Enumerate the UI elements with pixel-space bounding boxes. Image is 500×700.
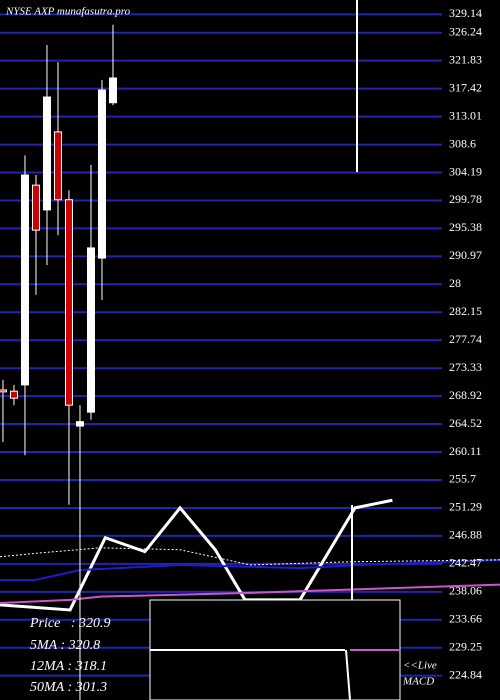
info-label: 12MA : 318.1 (30, 659, 107, 674)
y-tick-label: 282.15 (449, 304, 482, 318)
candle-body (108, 77, 117, 104)
y-tick-label: 290.97 (449, 248, 482, 262)
y-tick-label: 326.24 (449, 24, 482, 38)
chart-title: NYSE AXP munafasutra.pro (5, 6, 131, 18)
y-tick-label: 260.11 (449, 444, 482, 458)
y-tick-label: 238.06 (449, 584, 482, 598)
y-tick-label: 242.47 (449, 556, 482, 570)
y-tick-label: 317.42 (449, 80, 482, 94)
candle-body (64, 199, 73, 406)
y-tick-label: 299.78 (449, 192, 482, 206)
y-tick-label: 321.83 (449, 52, 482, 66)
candle-body (0, 389, 7, 393)
candle-body (86, 247, 95, 413)
y-tick-label: 268.92 (449, 388, 482, 402)
y-tick-label: 313.01 (449, 108, 482, 122)
candle-body (42, 96, 51, 211)
y-tick-label: 308.6 (449, 136, 476, 150)
y-tick-label: 277.74 (449, 332, 482, 346)
indicator-line (0, 547, 500, 566)
y-tick-label: 233.66 (449, 611, 482, 625)
indicator-line (0, 583, 500, 604)
y-tick-label: 246.88 (449, 528, 482, 542)
y-tick-label: 28 (449, 276, 461, 290)
candle-body (97, 89, 106, 259)
macd-label: MACD (402, 676, 434, 688)
y-tick-label: 229.25 (449, 639, 482, 653)
candle-body (75, 421, 84, 427)
y-tick-label: 329.14 (449, 6, 482, 20)
overlay: NYSE AXP munafasutra.pro Price : 320.9 5… (5, 0, 482, 700)
y-tick-label: 264.52 (449, 416, 482, 430)
candle-body (20, 174, 29, 386)
y-tick-label: 224.84 (449, 667, 482, 681)
info-label: 5MA : 320.8 (30, 638, 100, 653)
macd-bar (345, 649, 351, 700)
y-tick-label: 255.7 (449, 472, 476, 486)
y-tick-label: 273.33 (449, 360, 482, 374)
candle-body (9, 390, 18, 399)
y-tick-label: 295.38 (449, 220, 482, 234)
y-tick-label: 251.29 (449, 500, 482, 514)
candle-body (53, 131, 62, 201)
indicator-line (0, 558, 500, 582)
y-tick-label: 304.19 (449, 164, 482, 178)
macd-label: <<Live (403, 660, 437, 672)
info-label: Price : 320.9 (29, 616, 110, 631)
candle-body (31, 184, 40, 231)
info-label: 50MA : 301.3 (30, 680, 107, 695)
indicator-line (0, 498, 393, 612)
